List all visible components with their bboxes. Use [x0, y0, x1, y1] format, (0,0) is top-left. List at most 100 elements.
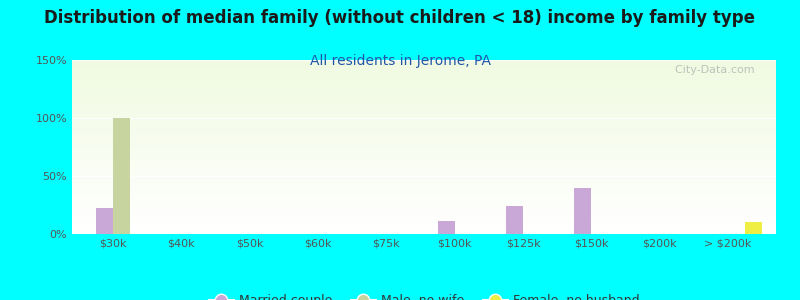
Bar [72, 124, 776, 125]
Bar [72, 183, 776, 184]
Bar [72, 160, 776, 161]
Bar [72, 177, 776, 178]
Bar [72, 102, 776, 103]
Bar [72, 165, 776, 166]
Bar [72, 62, 776, 63]
Bar [72, 218, 776, 219]
Bar [72, 173, 776, 174]
Bar [72, 194, 776, 195]
Bar [72, 114, 776, 115]
Bar [72, 212, 776, 213]
Bar [72, 108, 776, 109]
Bar [72, 140, 776, 141]
Bar [72, 64, 776, 65]
Text: City-Data.com: City-Data.com [668, 65, 755, 75]
Bar [72, 155, 776, 156]
Bar [72, 205, 776, 206]
Bar [72, 190, 776, 191]
Bar [72, 63, 776, 64]
Bar [72, 192, 776, 193]
Bar [72, 85, 776, 86]
Bar [72, 221, 776, 222]
Bar [72, 113, 776, 114]
Bar [72, 77, 776, 78]
Bar [72, 123, 776, 124]
Bar [72, 133, 776, 134]
Bar [72, 61, 776, 62]
Bar [72, 163, 776, 164]
Bar [72, 89, 776, 90]
Bar [72, 184, 776, 185]
Bar [72, 80, 776, 81]
Bar [72, 103, 776, 104]
Bar [72, 179, 776, 180]
Bar [438, 221, 454, 234]
Bar [72, 87, 776, 88]
Bar [72, 230, 776, 231]
Bar [72, 107, 776, 108]
Bar [72, 207, 776, 208]
Bar [72, 73, 776, 74]
Bar [72, 148, 776, 149]
Bar [72, 176, 776, 177]
Bar [72, 180, 776, 181]
Text: Distribution of median family (without children < 18) income by family type: Distribution of median family (without c… [45, 9, 755, 27]
Bar [72, 69, 776, 70]
Bar [72, 119, 776, 120]
Bar [72, 156, 776, 157]
Bar [72, 137, 776, 138]
Bar [72, 66, 776, 67]
Bar [72, 143, 776, 144]
Bar [72, 95, 776, 96]
Legend: Married couple, Male, no wife, Female, no husband: Married couple, Male, no wife, Female, n… [204, 289, 644, 300]
Bar [72, 187, 776, 188]
Bar [72, 82, 776, 83]
Bar [72, 146, 776, 147]
Bar [72, 153, 776, 154]
Bar [72, 111, 776, 112]
Bar [72, 128, 776, 129]
Bar [72, 68, 776, 69]
Bar [72, 145, 776, 146]
Bar [72, 74, 776, 75]
Bar [72, 78, 776, 79]
Bar [72, 147, 776, 148]
Bar [72, 219, 776, 220]
Bar [72, 193, 776, 194]
Bar [72, 233, 776, 234]
Bar [72, 174, 776, 175]
Bar [72, 185, 776, 186]
Bar [72, 132, 776, 133]
Bar [72, 164, 776, 165]
Bar [72, 170, 776, 171]
Bar [574, 188, 591, 234]
Bar [72, 232, 776, 233]
Bar [72, 118, 776, 119]
Bar [72, 135, 776, 136]
Bar [113, 118, 130, 234]
Bar [72, 223, 776, 224]
Bar [72, 93, 776, 94]
Bar [72, 204, 776, 205]
Bar [72, 228, 776, 229]
Bar [72, 161, 776, 162]
Bar [72, 169, 776, 170]
Bar [72, 116, 776, 117]
Bar [72, 72, 776, 73]
Bar [72, 105, 776, 106]
Bar [72, 226, 776, 227]
Bar [72, 162, 776, 163]
Bar [72, 182, 776, 183]
Bar [72, 189, 776, 190]
Bar [72, 86, 776, 87]
Bar [72, 76, 776, 77]
Bar [72, 134, 776, 135]
Bar [72, 127, 776, 128]
Bar [72, 158, 776, 159]
Bar [72, 136, 776, 137]
Bar [72, 115, 776, 116]
Bar [72, 172, 776, 173]
Bar [72, 175, 776, 176]
Bar [72, 91, 776, 92]
Bar [72, 144, 776, 145]
